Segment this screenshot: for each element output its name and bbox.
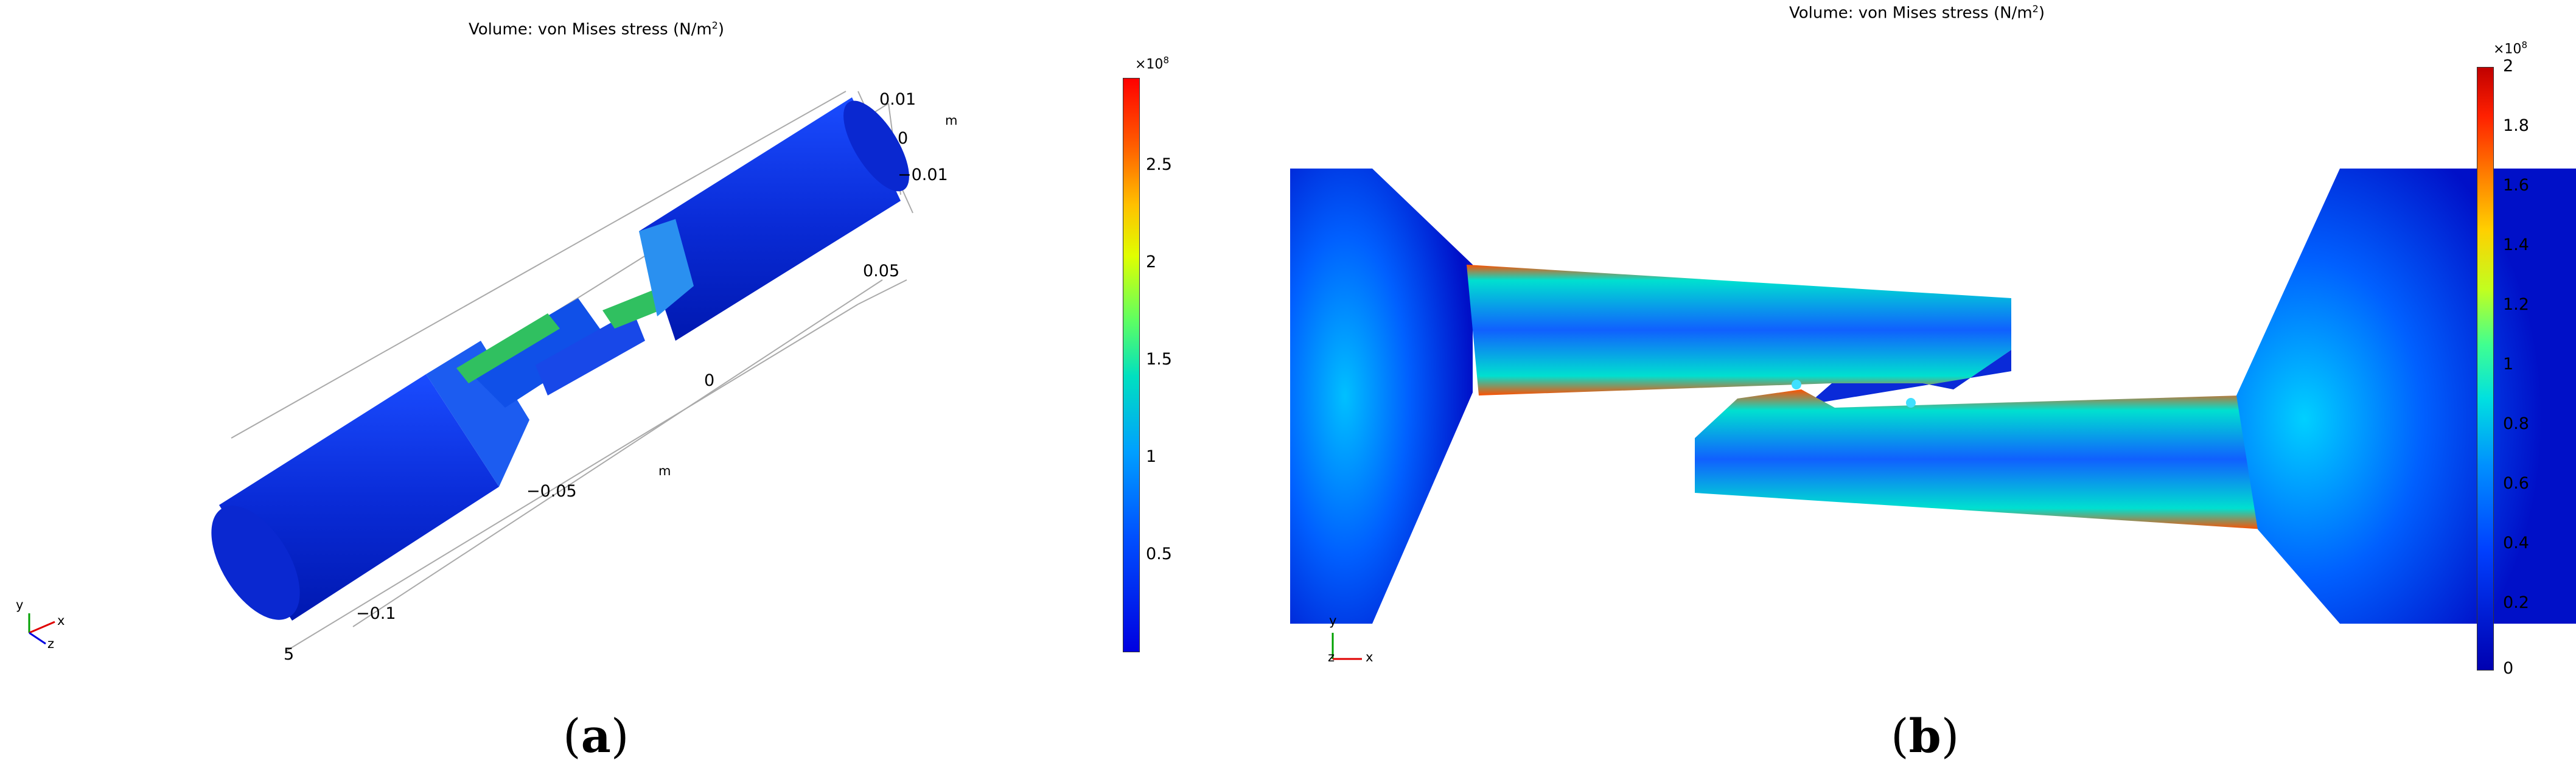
colorbar-tick: 1	[2503, 355, 2514, 374]
colorbar-a	[1123, 78, 1140, 652]
caption-b: (b)	[1891, 709, 1960, 763]
colorbar-tick: 0.6	[2503, 474, 2529, 493]
triad-label: x	[57, 613, 65, 628]
axis-tick: −0.01	[898, 166, 948, 184]
left-cylinder	[211, 341, 529, 621]
axis-tick: 0	[704, 371, 715, 390]
stress-plot-2d	[1290, 169, 2576, 624]
axis-triad-b	[1332, 633, 1362, 660]
colorbar-tick: 0.4	[2503, 534, 2529, 552]
colorbar-tick: 1.8	[2503, 116, 2529, 135]
panel-b: Volume: von Mises stress (N/m2)	[1290, 0, 2576, 777]
colorbar-tick: 1	[1146, 447, 1157, 466]
colorbar-tick: 2	[2503, 57, 2514, 75]
triad-label: z	[1328, 650, 1335, 664]
axis-unit: m	[658, 464, 671, 478]
colorbar-tick: 2	[1146, 253, 1157, 271]
colorbar-tick: 1.4	[2503, 235, 2529, 254]
axis-tick: 0.05	[863, 262, 900, 280]
right-cylinder	[639, 97, 909, 341]
triad-label: y	[16, 598, 24, 612]
caption-a: (a)	[563, 709, 629, 763]
left-arm	[1467, 265, 2011, 395]
plot-title-a: Volume: von Mises stress (N/m2)	[469, 19, 725, 39]
colorbar-tick: 1.6	[2503, 176, 2529, 195]
axis-tick: 5	[284, 645, 295, 664]
colorbar-tick: 0.5	[1146, 545, 1172, 563]
triad-label: x	[1366, 650, 1374, 664]
colorbar-tick: 0	[2503, 659, 2514, 678]
triad-label: y	[1329, 613, 1337, 628]
axis-tick: 0	[898, 129, 909, 148]
colorbar-tick: 1.2	[2503, 295, 2529, 314]
colorbar-tick: 0.8	[2503, 414, 2529, 433]
colorbar-tick: 2.5	[1146, 155, 1172, 174]
axis-tick: 0.01	[879, 90, 916, 109]
panel-a: Volume: von Mises stress (N/m2)	[16, 19, 1172, 763]
colorbar-tick: 1.5	[1146, 350, 1172, 369]
plot-title-b: Volume: von Mises stress (N/m2)	[1789, 3, 2045, 23]
colorbar-multiplier: ×108	[1135, 55, 1169, 72]
colorbar-tick: 0.2	[2503, 593, 2529, 612]
neck-region	[456, 286, 675, 408]
bounding-box	[231, 91, 913, 652]
axis-tick: −0.1	[356, 604, 396, 623]
stress-plot-3d	[211, 91, 913, 652]
axis-tick: −0.05	[526, 482, 577, 501]
colorbar-b	[2477, 67, 2494, 671]
left-block	[1290, 169, 1473, 624]
colorbar-multiplier: ×108	[2493, 40, 2527, 57]
axis-triad-a	[28, 613, 55, 645]
axis-unit: m	[945, 113, 958, 128]
triad-label: z	[47, 636, 55, 651]
right-arm	[1695, 389, 2264, 529]
